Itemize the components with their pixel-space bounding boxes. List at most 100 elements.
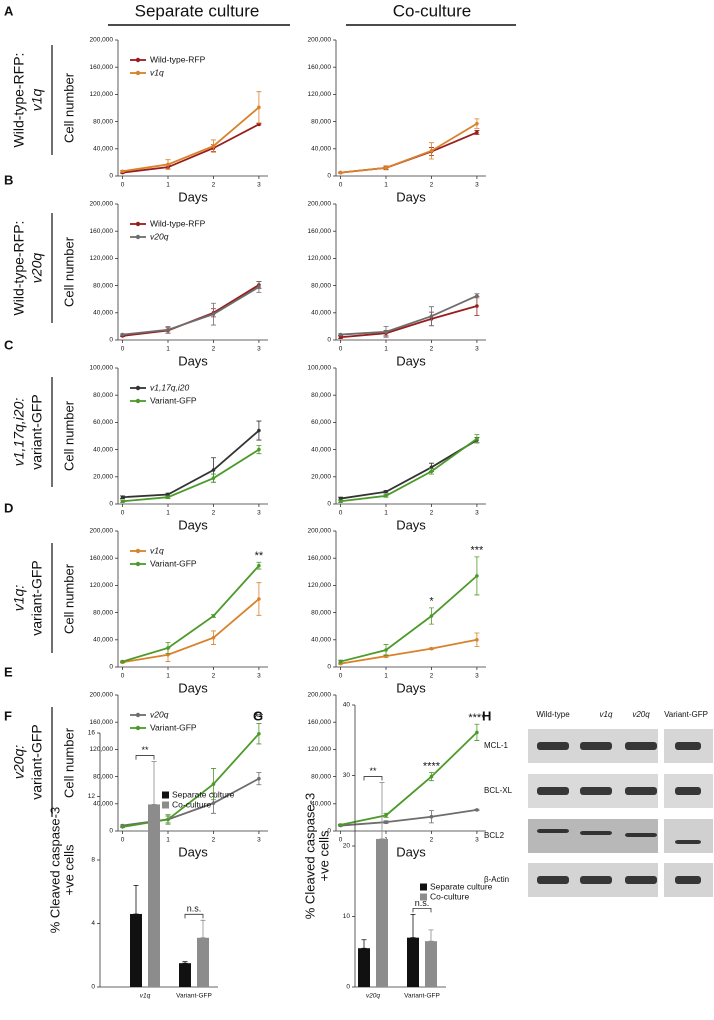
- x-axis-label: Days: [178, 680, 208, 695]
- y-tick-label: 100,000: [90, 365, 114, 372]
- legend-label: Co-culture: [172, 799, 211, 809]
- significance: ****: [423, 760, 441, 772]
- x-axis-label: Days: [178, 844, 208, 859]
- row-label: variant-GFP: [29, 724, 45, 799]
- data-point: [257, 731, 261, 736]
- legend-marker: [135, 398, 141, 404]
- blot-band: [580, 831, 612, 835]
- data-point: [211, 144, 216, 148]
- x-tick-label: 0: [121, 837, 125, 844]
- data-point: [475, 808, 479, 812]
- legend-label: Variant-GFP: [150, 558, 197, 568]
- significance: ***: [470, 545, 484, 557]
- y-tick-label: 120,000: [308, 582, 332, 589]
- x-tick-label: 1: [384, 182, 388, 189]
- x-tick-label: 3: [257, 673, 261, 680]
- panel-letter: F: [4, 708, 12, 723]
- x-tick-label: 2: [212, 346, 216, 353]
- y-axis-label: % Cleaved caspase-3: [302, 793, 317, 919]
- bracket: [135, 755, 155, 760]
- data-point: [257, 563, 261, 568]
- bar: [358, 948, 370, 987]
- y-tick-label: 40,000: [93, 801, 113, 808]
- y-tick-label: 120,000: [308, 255, 332, 262]
- blot-row-label: β-Actin: [484, 875, 509, 884]
- data-point: [338, 823, 343, 827]
- y-tick-label: 40,000: [93, 146, 113, 153]
- data-point: [166, 492, 170, 497]
- data-point: [384, 813, 388, 818]
- x-tick-label: 0: [339, 510, 343, 517]
- data-point: [338, 170, 343, 175]
- y-tick-label: 160,000: [90, 555, 114, 562]
- blot-band: [625, 787, 657, 795]
- y-tick-label: 40,000: [93, 637, 113, 644]
- error-bar: [428, 929, 434, 942]
- x-axis-label: Days: [178, 189, 208, 204]
- legend-marker: [135, 385, 141, 391]
- legend-label: v1q: [150, 67, 164, 77]
- blot-band: [675, 840, 701, 844]
- legend-label: v1,17q,i20: [150, 382, 189, 392]
- series-line: [340, 809, 478, 827]
- row-label: v1,17q,i20:: [11, 398, 27, 467]
- series-line: [340, 638, 478, 665]
- x-tick-label: 3: [475, 673, 479, 680]
- x-tick-label: 2: [212, 673, 216, 680]
- y-tick-label: 80,000: [311, 118, 331, 125]
- panel-letter: C: [4, 337, 14, 352]
- data-point: [257, 597, 261, 601]
- bar: [407, 937, 419, 987]
- x-tick-label: Variant-GFP: [404, 993, 440, 1000]
- x-tick-label: 1: [384, 510, 388, 517]
- x-tick-label: 3: [257, 837, 261, 844]
- x-axis-label: Days: [396, 844, 426, 859]
- y-tick-label: 12: [88, 793, 96, 800]
- y-tick-label: 0: [327, 173, 331, 180]
- y-axis-label: Cell number: [61, 72, 76, 143]
- series-line: [122, 106, 260, 173]
- data-point: [166, 646, 170, 650]
- data-point: [384, 820, 388, 824]
- legend-marker: [135, 712, 141, 718]
- data-point: [120, 825, 125, 829]
- panel-letter: E: [4, 664, 13, 679]
- bar: [130, 913, 142, 987]
- y-tick-label: 80,000: [93, 392, 113, 399]
- x-axis-label: Days: [396, 353, 426, 368]
- y-tick-label: 160,000: [90, 228, 114, 235]
- y-tick-label: 0: [346, 984, 350, 991]
- y-tick-label: 0: [327, 501, 331, 508]
- blot-band: [625, 876, 657, 884]
- series-line: [340, 731, 478, 826]
- y-tick-label: 120,000: [308, 746, 332, 753]
- y-tick-label: 80,000: [311, 609, 331, 616]
- row-label: variant-GFP: [29, 560, 45, 635]
- data-point: [429, 814, 434, 819]
- y-tick-label: 8: [91, 857, 95, 864]
- data-point: [384, 648, 388, 652]
- y-tick-label: 80,000: [311, 392, 331, 399]
- data-point: [429, 774, 434, 779]
- y-axis-label: Cell number: [61, 563, 76, 634]
- series-line: [122, 448, 260, 503]
- y-tick-label: 200,000: [308, 37, 332, 44]
- legend-marker: [135, 234, 141, 240]
- series-line: [340, 131, 478, 174]
- x-tick-label: 2: [430, 346, 434, 353]
- x-tick-label: 0: [121, 673, 125, 680]
- data-point: [429, 614, 434, 618]
- y-tick-label: 40,000: [311, 146, 331, 153]
- y-tick-label: 0: [327, 664, 331, 671]
- y-tick-label: 200,000: [90, 37, 114, 44]
- significance: n.s.: [187, 904, 202, 914]
- blot-row-label: BCL-XL: [484, 786, 513, 795]
- series-line: [340, 305, 478, 339]
- blot-column-label: v20q: [632, 710, 650, 719]
- y-axis-label: Cell number: [61, 400, 76, 471]
- data-point: [120, 499, 125, 504]
- legend-marker: [135, 70, 141, 76]
- x-axis-label: Days: [396, 517, 426, 532]
- data-point: [257, 428, 261, 433]
- error-bar: [410, 913, 416, 939]
